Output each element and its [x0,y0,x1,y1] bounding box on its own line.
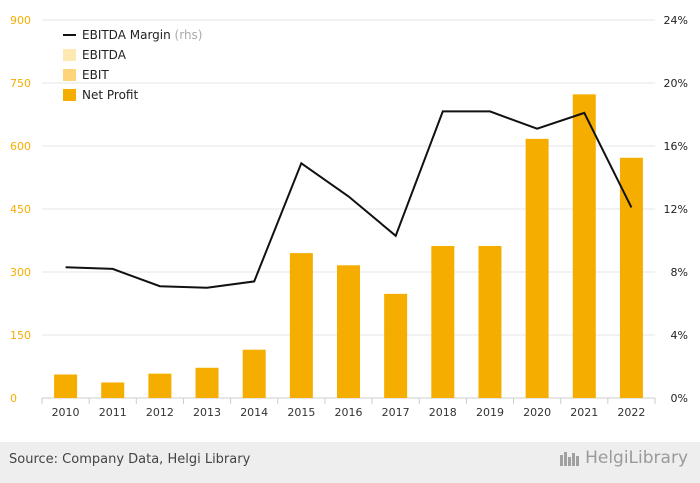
brand-name: HelgiLibrary [585,448,688,468]
bar-net-profit [195,367,219,398]
y-tick-label: 450 [10,203,31,216]
library-icon [560,452,580,466]
legend-label: EBIT [82,68,109,82]
x-tick-label: 2021 [570,406,598,419]
y-tick-label: 600 [10,140,31,153]
bar-net-profit [525,138,549,399]
bar-net-profit [54,374,78,398]
x-tick-label: 2011 [99,406,127,419]
x-tick-label: 2019 [476,406,504,419]
y2-tick-label: 20% [664,77,688,90]
x-tick-label: 2018 [429,406,457,419]
bar-net-profit [384,293,408,398]
y-tick-label: 0 [10,392,17,405]
bar-net-profit [148,373,172,398]
y2-tick-label: 0% [671,392,688,405]
y-tick-label: 900 [10,14,31,27]
y-tick-label: 150 [10,329,31,342]
legend: EBITDA Margin (rhs) EBITDA EBIT Net Profit [63,28,203,102]
footer [0,442,700,483]
legend-label: EBITDA Margin (rhs) [82,28,203,42]
x-tick-label: 2012 [146,406,174,419]
combo-chart: 0 150 300 450 600 750 900 0% 4% 8% 12% 16% 20% 24% 2… [10,14,688,419]
bar-net-profit [572,94,596,398]
bar-net-profit [431,245,455,398]
right-axis-ticks: 0% 4% 8% 12% 16% 20% 24% [664,14,688,405]
y-tick-label: 750 [10,77,31,90]
bar-series [54,94,643,399]
y2-tick-label: 24% [664,14,688,27]
ebitda-margin-line [65,110,633,289]
source-note: Source: Company Data, Helgi Library [9,452,251,467]
legend-swatch [63,69,76,81]
left-axis-ticks: 0 150 300 450 600 750 900 [10,14,31,405]
legend-swatch [63,49,76,61]
x-tick-label: 2013 [193,406,221,419]
y2-tick-label: 4% [671,329,688,342]
bar-net-profit [478,245,502,398]
legend-label: Net Profit [82,88,138,102]
legend-swatch [63,89,76,101]
gridlines [41,19,656,404]
bar-net-profit [619,157,643,398]
brand-logo: HelgiLibrary [559,448,688,468]
x-tick-label: 2016 [335,406,363,419]
y2-tick-label: 8% [671,266,688,279]
x-tick-label: 2022 [617,406,645,419]
x-tick-label: 2015 [287,406,315,419]
y2-tick-label: 12% [664,203,688,216]
bar-net-profit [242,349,266,398]
legend-suffix: (rhs) [175,28,203,42]
x-axis-ticks: 2010 2011 2012 2013 2014 2015 2016 2017 2018 2019… [52,406,646,419]
y2-tick-label: 16% [664,140,688,153]
y-tick-label: 300 [10,266,31,279]
x-tick-label: 2014 [240,406,268,419]
bar-net-profit [289,253,313,398]
x-tick-label: 2010 [52,406,80,419]
x-tick-label: 2017 [382,406,410,419]
bar-net-profit [337,265,360,398]
x-tick-label: 2020 [523,406,551,419]
legend-label: EBITDA [82,48,127,62]
bar-net-profit [101,382,125,398]
